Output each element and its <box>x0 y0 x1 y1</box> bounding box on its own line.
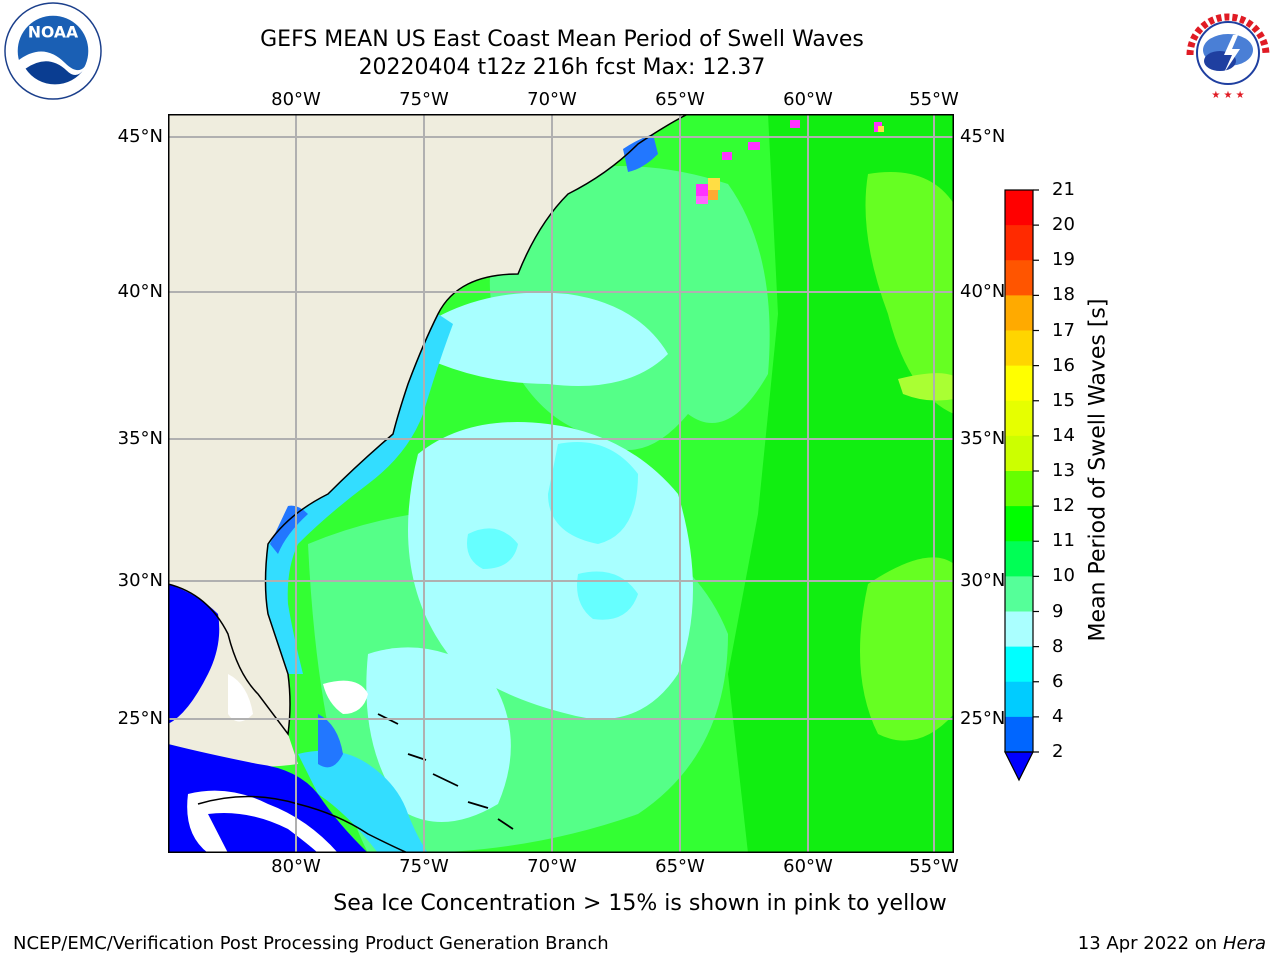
colorbar-segment <box>1005 330 1033 367</box>
colorbar-segment <box>1005 611 1033 648</box>
colorbar-tick-label: 12 <box>1052 495 1075 517</box>
lon-label-bottom: 70°W <box>527 856 577 877</box>
colorbar-segment <box>1005 260 1033 296</box>
lon-label-bottom: 60°W <box>783 856 833 877</box>
lon-label-top: 55°W <box>909 89 959 110</box>
colorbar-tick-label: 11 <box>1052 530 1075 552</box>
colorbar-tick-label: 16 <box>1052 354 1075 376</box>
swell-period-map <box>168 114 954 853</box>
colorbar-segment <box>1005 225 1033 261</box>
colorbar-tick-label: 9 <box>1052 600 1064 622</box>
colorbar-segment <box>1005 400 1033 437</box>
lat-label-left: 40°N <box>117 281 163 302</box>
lat-label-left: 25°N <box>117 708 163 729</box>
colorbar-tick-label: 14 <box>1052 424 1075 446</box>
lon-label-top: 70°W <box>527 89 577 110</box>
colorbar-tick-label: 10 <box>1052 565 1075 587</box>
noaa-logo-text: NOAA <box>28 22 79 41</box>
lon-label-top: 80°W <box>271 89 321 110</box>
lat-label-right: 35°N <box>960 428 1006 449</box>
colorbar-tick-label: 8 <box>1052 635 1064 657</box>
colorbar-segment <box>1005 365 1033 402</box>
colorbar-tick-label: 15 <box>1052 389 1075 411</box>
lat-label-right: 25°N <box>960 708 1006 729</box>
lon-label-bottom: 65°W <box>655 856 705 877</box>
lat-label-left: 30°N <box>117 570 163 591</box>
lon-label-top: 65°W <box>655 89 705 110</box>
colorbar-tick-label: 6 <box>1052 670 1064 692</box>
colorbar-segment <box>1005 576 1033 612</box>
colorbar-label: Mean Period of Swell Waves [s] <box>1085 298 1111 642</box>
colorbar-tick-label: 17 <box>1052 319 1075 341</box>
lat-label-right: 45°N <box>960 126 1006 147</box>
lat-label-left: 45°N <box>117 126 163 147</box>
colorbar-tick-label: 4 <box>1052 705 1064 727</box>
colorbar-tick-label: 21 <box>1052 179 1075 200</box>
nws-logo-icon: ★ ★ ★ <box>1180 5 1276 101</box>
colorbar-segment <box>1005 506 1033 542</box>
chart-subtitle: 20220404 t12z 216h fcst Max: 12.37 <box>358 55 766 80</box>
colorbar-segment <box>1005 295 1033 331</box>
footer-date: 13 Apr 2022 on Hera <box>1078 933 1266 954</box>
footer-host: Hera <box>1222 933 1266 954</box>
lon-label-bottom: 75°W <box>399 856 449 877</box>
footer-credit: NCEP/EMC/Verification Post Processing Pr… <box>13 933 609 954</box>
footer-date-text: 13 Apr 2022 on <box>1077 933 1223 954</box>
colorbar-tick-label: 13 <box>1052 460 1075 481</box>
colorbar-segment <box>1005 681 1033 718</box>
colorbar-segment <box>1005 646 1033 683</box>
colorbar-segment <box>1005 435 1033 472</box>
noaa-logo-icon: NOAA <box>4 2 102 100</box>
colorbar-segment <box>1005 190 1033 226</box>
colorbar-tick-label: 18 <box>1052 284 1075 306</box>
colorbar-segment <box>1005 541 1033 577</box>
colorbar-tick-label: 19 <box>1052 249 1075 271</box>
colorbar-segment <box>1005 716 1033 753</box>
colorbar-segment <box>1005 471 1033 507</box>
chart-title: GEFS MEAN US East Coast Mean Period of S… <box>260 27 864 52</box>
lon-label-bottom: 55°W <box>909 856 959 877</box>
colorbar-tick-label: 2 <box>1052 741 1064 762</box>
colorbar-tick-label: 20 <box>1052 214 1075 236</box>
colorbar-extension <box>1004 751 1034 782</box>
lat-label-right: 30°N <box>960 570 1006 591</box>
svg-text:★ ★ ★: ★ ★ ★ <box>1211 90 1244 101</box>
lat-label-right: 40°N <box>960 281 1006 302</box>
lon-label-bottom: 80°W <box>271 856 321 877</box>
lat-label-left: 35°N <box>117 428 163 449</box>
lon-label-top: 60°W <box>783 89 833 110</box>
lon-label-top: 75°W <box>399 89 449 110</box>
sea-ice-note: Sea Ice Concentration > 15% is shown in … <box>333 891 947 916</box>
colorbar <box>1004 189 1039 782</box>
